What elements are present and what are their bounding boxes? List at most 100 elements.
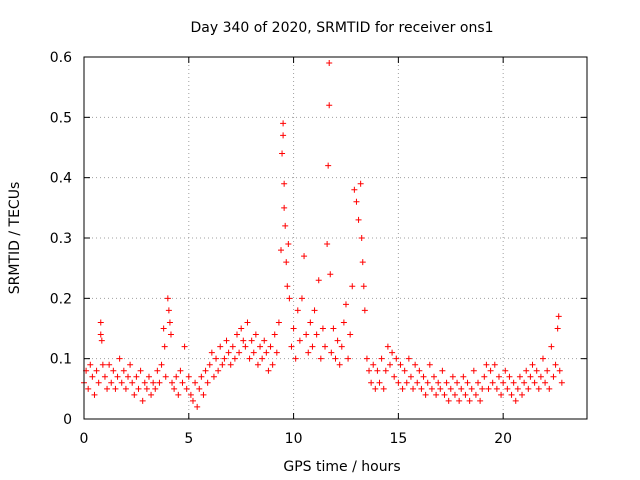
- data-point: [493, 385, 500, 392]
- chart-title: Day 340 of 2020, SRMTID for receiver ons…: [190, 20, 493, 36]
- data-point: [368, 379, 375, 386]
- data-point: [512, 397, 519, 404]
- data-point: [391, 373, 398, 380]
- y-axis-label: SRMTID / TECUs: [7, 182, 23, 295]
- data-point: [516, 373, 523, 380]
- data-point: [554, 325, 561, 332]
- data-point: [521, 379, 528, 386]
- axis-ticks-layer: 0 0.1 0.2 0.3 0.4 0.5 0.6 0 5 10 15 20: [50, 50, 587, 447]
- data-point: [286, 295, 293, 302]
- data-point: [161, 343, 168, 350]
- data-point: [227, 361, 234, 368]
- data-point: [340, 319, 347, 326]
- data-point: [555, 313, 562, 320]
- data-point: [240, 337, 247, 344]
- data-point: [278, 247, 285, 254]
- data-point: [477, 397, 484, 404]
- data-point: [91, 391, 98, 398]
- data-point: [97, 319, 104, 326]
- data-point: [525, 385, 532, 392]
- data-point: [527, 373, 534, 380]
- data-point: [384, 343, 391, 350]
- data-point: [217, 343, 224, 350]
- data-point: [208, 349, 215, 356]
- data-point: [120, 367, 127, 374]
- data-point: [542, 379, 549, 386]
- data-point: [254, 361, 261, 368]
- data-point: [87, 361, 94, 368]
- data-point: [500, 379, 507, 386]
- data-point: [380, 385, 387, 392]
- data-point: [158, 361, 165, 368]
- data-point: [145, 373, 152, 380]
- data-point: [99, 361, 106, 368]
- data-point: [305, 349, 312, 356]
- data-point: [328, 349, 335, 356]
- x-tick-label: 15: [389, 431, 407, 447]
- data-point: [360, 283, 367, 290]
- data-point: [489, 379, 496, 386]
- data-point: [169, 379, 176, 386]
- data-point: [495, 373, 502, 380]
- data-point: [523, 367, 530, 374]
- data-point: [135, 385, 142, 392]
- data-point: [246, 355, 253, 362]
- data-point: [326, 60, 333, 67]
- data-point: [112, 385, 119, 392]
- data-point: [309, 343, 316, 350]
- data-point: [548, 343, 555, 350]
- y-tick-label: 0.1: [50, 352, 72, 368]
- data-point: [454, 379, 461, 386]
- data-point: [231, 355, 238, 362]
- data-point: [330, 325, 337, 332]
- x-tick-label: 10: [285, 431, 303, 447]
- data-point: [285, 241, 292, 248]
- data-point: [183, 385, 190, 392]
- data-point: [127, 361, 134, 368]
- data-point: [281, 204, 288, 211]
- data-point: [416, 367, 423, 374]
- data-point: [118, 379, 125, 386]
- data-point: [244, 319, 251, 326]
- data-point: [407, 373, 414, 380]
- data-point: [338, 343, 345, 350]
- data-point: [229, 343, 236, 350]
- data-point: [238, 325, 245, 332]
- y-tick-label: 0: [63, 412, 72, 428]
- data-point: [405, 355, 412, 362]
- data-point: [141, 379, 148, 386]
- data-point: [428, 385, 435, 392]
- data-point: [544, 367, 551, 374]
- data-point: [332, 355, 339, 362]
- data-point: [206, 361, 213, 368]
- data-point: [317, 355, 324, 362]
- data-point: [336, 361, 343, 368]
- data-point: [110, 367, 117, 374]
- y-tick-label: 0.4: [50, 171, 72, 187]
- data-point: [101, 373, 108, 380]
- data-point: [376, 379, 383, 386]
- data-point: [504, 385, 511, 392]
- data-point: [177, 367, 184, 374]
- grid-layer: [84, 57, 587, 419]
- data-point: [303, 331, 310, 338]
- data-point: [269, 361, 276, 368]
- data-point: [167, 331, 174, 338]
- data-point: [223, 337, 230, 344]
- data-point: [539, 355, 546, 362]
- data-point: [535, 385, 542, 392]
- data-point: [345, 355, 352, 362]
- data-point: [93, 367, 100, 374]
- data-point: [441, 391, 448, 398]
- data-point: [108, 379, 115, 386]
- data-point: [481, 373, 488, 380]
- data-point: [422, 391, 429, 398]
- data-point: [114, 373, 121, 380]
- data-point: [283, 259, 290, 266]
- data-point: [281, 180, 288, 187]
- data-point: [194, 403, 201, 410]
- data-point: [233, 331, 240, 338]
- data-point: [410, 385, 417, 392]
- data-point: [225, 349, 232, 356]
- data-point: [506, 373, 513, 380]
